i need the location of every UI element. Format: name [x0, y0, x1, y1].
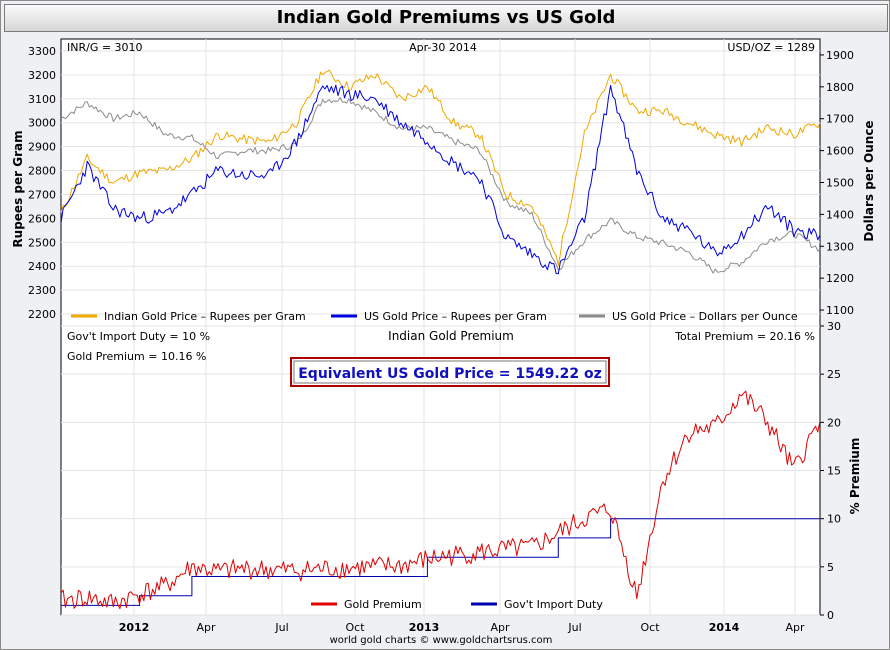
- footer-credit: world gold charts © www.goldchartsrus.co…: [330, 635, 553, 646]
- y-tick-right: 1200: [826, 272, 854, 285]
- x-tick-label: 2014: [709, 621, 740, 634]
- y-tick-right: 1500: [826, 177, 854, 190]
- y-tick-right: 1900: [826, 49, 854, 62]
- y-tick-premium: 20: [827, 416, 841, 429]
- equivalent-price-text: Equivalent US Gold Price = 1549.22 oz: [298, 366, 602, 382]
- series-us-rupees: [60, 84, 821, 275]
- y-tick-left: 2400: [28, 260, 56, 273]
- y-tick-left: 3300: [28, 45, 56, 58]
- y-tick-premium: 0: [827, 609, 834, 622]
- y-tick-right: 1600: [826, 145, 854, 158]
- top-header-center: Apr-30 2014: [409, 41, 477, 54]
- tick-labels: 2012 Apr Jul Oct 2013 Apr Jul Oct 2014 Apr 2200 230…: [28, 45, 854, 634]
- legend-label-indian-price: Indian Gold Price – Rupees per Gram: [104, 310, 306, 323]
- x-tick-label: Apr: [490, 621, 510, 634]
- y-tick-left: 2600: [28, 212, 56, 225]
- y-tick-premium: 10: [827, 513, 841, 526]
- y-tick-premium: 5: [827, 561, 834, 574]
- y-tick-left: 3100: [28, 93, 56, 106]
- legend-label-import-duty: Gov't Import Duty: [504, 598, 603, 611]
- x-tick-label: Jul: [567, 621, 581, 634]
- legend-label-us-dollars: US Gold Price – Dollars per Ounce: [612, 310, 798, 323]
- x-tick-label: Apr: [785, 621, 805, 634]
- y-tick-left: 2800: [28, 165, 56, 178]
- series-gold-premium: [60, 390, 821, 610]
- top-header-right: USD/OZ = 1289: [727, 41, 815, 54]
- x-tick-label: Oct: [640, 621, 660, 634]
- series-indian-price: [60, 69, 821, 266]
- y-tick-left: 2700: [28, 188, 56, 201]
- x-tick-label: 2012: [119, 621, 150, 634]
- x-tick-label: Jul: [274, 621, 288, 634]
- y-tick-left: 3000: [28, 117, 56, 130]
- bottom-header-right: Total Premium = 20.16 %: [674, 330, 815, 343]
- x-tick-label: Oct: [345, 621, 365, 634]
- equivalent-price-box-inner: [293, 360, 607, 384]
- top-panel: [60, 38, 821, 327]
- series-layer: [60, 69, 821, 610]
- y-tick-premium: 25: [827, 368, 841, 381]
- y-tick-left: 2200: [28, 308, 56, 321]
- series-us-dollars: [60, 97, 821, 274]
- legend-label-gold-premium: Gold Premium: [344, 598, 422, 611]
- y-tick-left: 2300: [28, 284, 56, 297]
- chart-title: Indian Gold Premiums vs US Gold: [4, 4, 888, 32]
- y-tick-left: 2500: [28, 236, 56, 249]
- x-tick-label: Apr: [196, 621, 216, 634]
- y-tick-right: 1300: [826, 240, 854, 253]
- bottom-header-center: Indian Gold Premium: [388, 329, 514, 343]
- legend-label-us-rupees: US Gold Price – Rupees per Gram: [364, 310, 547, 323]
- x-tick-label: 2013: [409, 621, 440, 634]
- y-tick-left: 2900: [28, 141, 56, 154]
- top-header-left: INR/G = 3010: [67, 41, 143, 54]
- y-axis-title-premium: % Premium: [848, 438, 862, 515]
- y-tick-right: 1400: [826, 208, 854, 221]
- y-tick-premium: 15: [827, 465, 841, 478]
- y-tick-right: 1100: [826, 304, 854, 317]
- equivalent-price-box: [290, 357, 610, 387]
- bottom-header-sub: Gold Premium = 10.16 %: [67, 350, 206, 363]
- y-axis-title-right: Dollars per Ounce: [862, 120, 876, 241]
- bottom-header-left: Gov't Import Duty = 10 %: [67, 330, 210, 343]
- y-axis-title-left: Rupees per Gram: [11, 130, 25, 247]
- y-tick-left: 3200: [28, 69, 56, 82]
- y-tick-right: 1700: [826, 113, 854, 126]
- y-tick-premium: 30: [827, 320, 841, 333]
- y-tick-right: 1800: [826, 81, 854, 94]
